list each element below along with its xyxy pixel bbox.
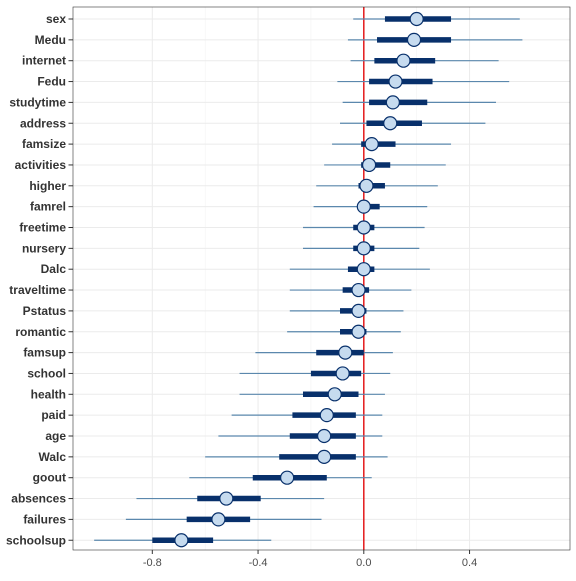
y-tick-label: sex xyxy=(46,12,66,26)
point-estimate xyxy=(327,387,342,402)
point-estimate xyxy=(356,241,371,256)
y-tick-label: failures xyxy=(23,512,66,526)
point-estimate xyxy=(356,262,371,277)
grid-layer xyxy=(73,7,570,550)
y-tick-label: address xyxy=(20,116,66,130)
point-estimate xyxy=(351,324,366,339)
point-estimate xyxy=(383,116,398,131)
point-estimate xyxy=(361,157,377,173)
point-estimate xyxy=(174,533,189,548)
point-estimate xyxy=(356,220,371,235)
point-estimate xyxy=(351,303,366,318)
y-tick-label: goout xyxy=(33,471,66,485)
y-tick-label: school xyxy=(27,366,66,380)
y-tick-label: health xyxy=(31,387,66,401)
y-tick-label: Walc xyxy=(38,450,66,464)
point-estimate xyxy=(317,428,332,444)
y-tick-label: absences xyxy=(11,492,66,506)
marks-layer xyxy=(94,11,523,548)
point-estimate xyxy=(219,491,234,506)
y-tick-label: famsize xyxy=(22,137,66,151)
y-tick-label: internet xyxy=(22,54,66,68)
y-tick-label: age xyxy=(45,429,66,443)
y-tick-label: romantic xyxy=(15,325,66,339)
point-estimate xyxy=(359,178,374,193)
point-estimate xyxy=(388,74,403,89)
y-tick-label: famrel xyxy=(30,200,66,214)
y-tick-label: activities xyxy=(15,158,67,172)
y-tick-label: schoolsup xyxy=(6,533,66,547)
labels-layer: sex Medu internet Fedu studytime address famsi… xyxy=(6,12,477,569)
point-estimate xyxy=(409,11,424,27)
y-tick-label: Fedu xyxy=(37,75,66,89)
point-estimate xyxy=(396,53,411,68)
point-estimate xyxy=(319,408,334,423)
point-estimate xyxy=(211,512,226,527)
frame-layer xyxy=(72,6,571,551)
y-tick-label: Dalc xyxy=(41,262,67,276)
point-estimate xyxy=(280,470,295,485)
y-tick-label: nursery xyxy=(22,241,66,255)
panel-border xyxy=(72,6,571,551)
y-tick-label: paid xyxy=(41,408,66,422)
y-tick-label: Medu xyxy=(35,33,66,47)
point-estimate xyxy=(364,137,379,152)
y-tick-label: Pstatus xyxy=(23,304,67,318)
point-estimate xyxy=(351,282,366,298)
y-tick-label: studytime xyxy=(9,95,66,109)
y-tick-label: traveltime xyxy=(9,283,66,297)
point-estimate xyxy=(385,95,400,110)
x-tick-label: -0.4 xyxy=(249,557,268,569)
point-estimate xyxy=(335,366,350,381)
point-estimate xyxy=(338,345,353,360)
y-tick-label: higher xyxy=(29,179,66,193)
point-estimate xyxy=(356,199,371,214)
x-tick-label: 0.0 xyxy=(356,557,371,569)
x-tick-label: 0.4 xyxy=(462,557,477,569)
x-tick-label: -0.8 xyxy=(143,557,162,569)
point-estimate xyxy=(406,32,422,47)
y-tick-label: freetime xyxy=(19,221,66,235)
point-estimate xyxy=(317,449,332,464)
y-tick-label: famsup xyxy=(23,346,66,360)
